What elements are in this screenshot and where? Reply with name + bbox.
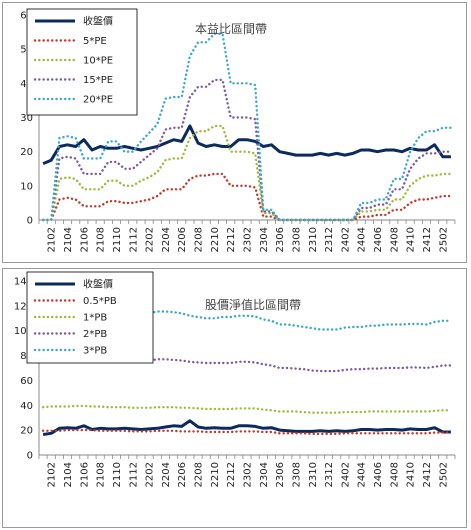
pe-xtick-label: 2410 xyxy=(406,227,417,252)
pb-xtick-label: 2202 xyxy=(145,462,156,487)
pb-xtick-label: 2404 xyxy=(357,462,368,487)
pb-xtick-label: 2402 xyxy=(340,462,351,487)
pb-series-line-1 xyxy=(41,428,453,436)
pb-xtick-label: 2308 xyxy=(291,462,302,487)
pb-ytick-label: 0 xyxy=(27,451,33,462)
pb-xtick-label: 2112 xyxy=(128,462,139,487)
pb-xtick-label: 2208 xyxy=(194,462,205,487)
pe-legend-label: 10*PE xyxy=(83,56,113,67)
pb-ytick-label: 60 xyxy=(20,376,33,387)
pe-xtick-label: 2104 xyxy=(63,227,74,252)
pb-series-line-0 xyxy=(42,419,451,436)
pb-legend-label: 3*PB xyxy=(83,346,107,357)
pe-xtick-label: 2310 xyxy=(308,227,319,252)
pe-ytick-label: 30 xyxy=(20,113,33,124)
pb-xtick-label: 2310 xyxy=(308,462,319,487)
pe-ytick-label: 0 xyxy=(27,216,33,227)
pe-xtick-label: 2110 xyxy=(112,227,123,252)
pb-band-chart: 0204060801001201402102210421062108211021… xyxy=(2,268,467,528)
pe-series-line-1 xyxy=(41,172,453,222)
pe-xtick-label: 2412 xyxy=(422,227,433,252)
pb-legend-label: 2*PB xyxy=(83,329,107,340)
pb-legend-label: 1*PB xyxy=(83,313,107,324)
pb-xtick-label: 2210 xyxy=(210,462,221,487)
pe-xtick-label: 2208 xyxy=(194,227,205,252)
pe-legend-label: 5*PE xyxy=(83,36,107,47)
pb-xtick-label: 2206 xyxy=(177,462,188,487)
pe-xtick-label: 2308 xyxy=(291,227,302,252)
pe-legend-label: 20*PE xyxy=(83,95,113,106)
pe-xtick-label: 2402 xyxy=(340,227,351,252)
pe-xtick-label: 2312 xyxy=(324,227,335,252)
pb-xtick-label: 2110 xyxy=(112,462,123,487)
pb-xtick-label: 2304 xyxy=(259,462,270,487)
pe-xtick-label: 2202 xyxy=(145,227,156,252)
pb-xtick-label: 2412 xyxy=(422,462,433,487)
pe-band-chart: 0102030405060210221042106210821102112220… xyxy=(2,2,467,263)
pb-legend-label: 0.5*PB xyxy=(83,296,117,307)
pb-series-line-2 xyxy=(41,404,453,414)
pe-xtick-label: 2304 xyxy=(259,227,270,252)
pe-series-line-4 xyxy=(41,32,453,222)
pe-xtick-label: 2108 xyxy=(96,227,107,252)
pe-series-line-0 xyxy=(42,124,451,165)
pe-xtick-label: 2406 xyxy=(373,227,384,252)
pb-legend-label: 收盤價 xyxy=(83,278,113,291)
pb-xtick-label: 2102 xyxy=(47,462,58,487)
pe-band-chart-svg: 0102030405060210221042106210821102112220… xyxy=(20,8,456,252)
pb-xtick-label: 2306 xyxy=(275,462,286,487)
pb-xtick-label: 2312 xyxy=(324,462,335,487)
pe-xtick-label: 2106 xyxy=(79,227,90,252)
pe-xtick-label: 2204 xyxy=(161,227,172,252)
pb-band-chart-svg: 0204060801001201402102210421062108211021… xyxy=(14,271,456,487)
pb-ytick-label: 40 xyxy=(20,401,33,412)
pe-legend xyxy=(26,8,138,116)
pe-xtick-label: 2112 xyxy=(128,227,139,252)
pb-xtick-label: 2212 xyxy=(226,462,237,487)
pe-xtick-label: 2502 xyxy=(438,227,449,252)
pb-xtick-label: 2104 xyxy=(63,462,74,487)
pb-xtick-label: 2410 xyxy=(406,462,417,487)
pe-xtick-label: 2404 xyxy=(357,227,368,252)
pb-xtick-label: 2204 xyxy=(161,462,172,487)
pe-xtick-label: 2408 xyxy=(389,227,400,252)
pb-ytick-label: 120 xyxy=(14,301,33,312)
pb-xtick-label: 2406 xyxy=(373,462,384,487)
pe-xtick-label: 2102 xyxy=(47,227,58,252)
pb-xtick-label: 2108 xyxy=(96,462,107,487)
pb-ytick-label: 20 xyxy=(20,426,33,437)
pe-xtick-label: 2212 xyxy=(226,227,237,252)
pb-xtick-label: 2302 xyxy=(243,462,254,487)
pb-chart-title: 股價淨值比區間帶 xyxy=(205,297,301,312)
pe-chart-title: 本益比區間帶 xyxy=(195,22,267,36)
pe-legend-label: 15*PE xyxy=(83,75,113,86)
pb-xtick-label: 2502 xyxy=(438,462,449,487)
pb-ytick-label: 140 xyxy=(14,277,33,288)
pe-legend-label: 收盤價 xyxy=(83,15,113,28)
pb-ytick-label: 100 xyxy=(14,326,33,337)
pe-xtick-label: 2206 xyxy=(177,227,188,252)
pb-xtick-label: 2106 xyxy=(79,462,90,487)
pe-xtick-label: 2302 xyxy=(243,227,254,252)
pe-xtick-label: 2306 xyxy=(275,227,286,252)
pe-ytick-label: 10 xyxy=(20,181,33,192)
pe-ytick-label: 20 xyxy=(20,147,33,158)
pe-xtick-label: 2210 xyxy=(210,227,221,252)
pe-series-line-3 xyxy=(41,78,453,222)
pb-xtick-label: 2408 xyxy=(389,462,400,487)
pe-series-line-2 xyxy=(41,124,453,222)
